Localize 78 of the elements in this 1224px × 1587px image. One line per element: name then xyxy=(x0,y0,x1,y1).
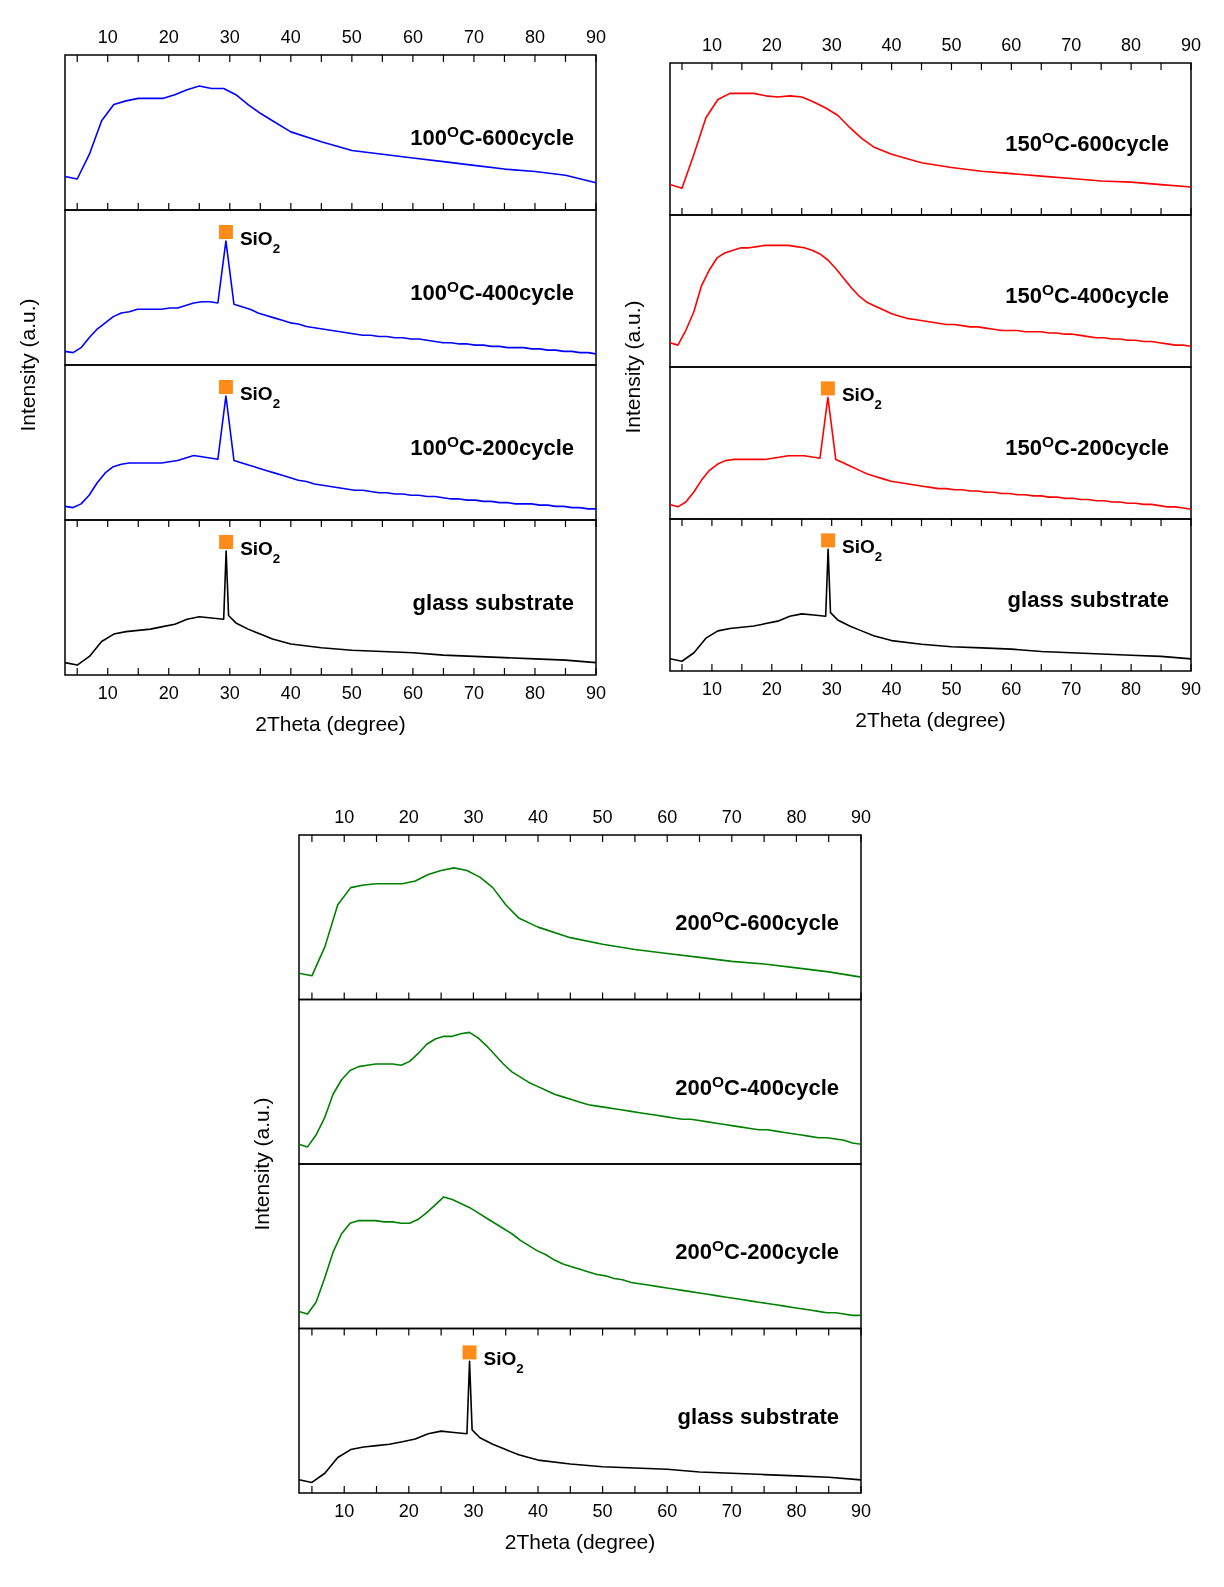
x-tick-label: 60 xyxy=(1001,35,1022,55)
x-tick-label: 20 xyxy=(398,807,419,827)
x-tick-label: 50 xyxy=(592,1501,613,1521)
x-tick-label: 50 xyxy=(341,683,362,703)
x-tick-label: 70 xyxy=(1061,679,1082,699)
x-tick-label: 80 xyxy=(786,1501,807,1521)
x-tick-label: 30 xyxy=(219,27,240,47)
series-label: 200$^{O}$C-400cycle xyxy=(675,1072,839,1100)
x-tick-label: 10 xyxy=(97,683,118,703)
x-tick-label: 30 xyxy=(463,1501,484,1521)
x-tick-label: 90 xyxy=(585,683,607,703)
x-tick-label: 50 xyxy=(341,27,362,47)
x-tick-label: 80 xyxy=(524,683,545,703)
x-tick-label: 20 xyxy=(158,683,179,703)
x-tick-label: 70 xyxy=(1061,35,1082,55)
y-axis-title: Intensity (a.u.) xyxy=(250,1097,273,1231)
x-tick-label: 30 xyxy=(821,679,842,699)
x-tick-label: 90 xyxy=(585,27,607,47)
x-tick-label: 70 xyxy=(463,27,484,47)
series-label: glass substrate xyxy=(412,589,574,615)
series-label: glass substrate xyxy=(677,1403,839,1429)
x-tick-label: 80 xyxy=(786,807,807,827)
x-tick-label: 80 xyxy=(1121,35,1142,55)
x-tick-label: 60 xyxy=(402,683,423,703)
x-tick-label: 30 xyxy=(821,35,842,55)
x-tick-label: 80 xyxy=(524,27,545,47)
series-label: 200$^{O}$C-600cycle xyxy=(675,907,839,936)
series-label: glass substrate xyxy=(1007,587,1169,613)
x-tick-label: 70 xyxy=(463,683,484,703)
x-tick-label: 10 xyxy=(334,807,355,827)
x-tick-label: 90 xyxy=(1180,35,1202,55)
annotation: SiO$_{2}$ xyxy=(239,383,281,411)
x-tick-label: 20 xyxy=(761,679,782,699)
x-tick-label: 10 xyxy=(701,35,722,55)
x-tick-label: 60 xyxy=(1001,679,1022,699)
series-label: 100$^{O}$C-400cycle xyxy=(410,277,574,305)
y-axis-title: Intensity (a.u.) xyxy=(621,300,644,434)
x-tick-label: 60 xyxy=(657,1501,678,1521)
x-tick-label: 60 xyxy=(657,807,678,827)
x-tick-label: 20 xyxy=(158,27,179,47)
series-label: 200$^{O}$C-200cycle xyxy=(675,1236,839,1265)
x-tick-label: 80 xyxy=(1121,679,1142,699)
x-tick-label: 10 xyxy=(701,679,722,699)
x-tick-label: 40 xyxy=(528,1501,549,1521)
x-tick-label: 90 xyxy=(1180,679,1202,699)
series-label: 150$^{O}$C-200cycle xyxy=(1005,432,1169,461)
x-tick-label: 10 xyxy=(97,27,118,47)
x-axis-title: 2Theta (degree) xyxy=(504,1530,656,1553)
x-tick-label: 60 xyxy=(402,27,423,47)
x-tick-label: 50 xyxy=(941,679,962,699)
x-tick-label: 70 xyxy=(721,1501,742,1521)
x-tick-label: 70 xyxy=(721,807,742,827)
x-tick-label: 90 xyxy=(850,807,872,827)
x-tick-label: 50 xyxy=(592,807,613,827)
annotation: SiO$_{2}$ xyxy=(483,1348,524,1376)
x-tick-label: 90 xyxy=(850,1501,872,1521)
x-tick-label: 10 xyxy=(334,1501,355,1521)
series-label: 100$^{O}$C-600cycle xyxy=(410,122,574,150)
x-tick-label: 20 xyxy=(761,35,782,55)
x-tick-label: 20 xyxy=(398,1501,419,1521)
annotation: SiO$_{2}$ xyxy=(841,384,883,412)
annotation: SiO$_{2}$ xyxy=(240,538,281,566)
x-tick-label: 40 xyxy=(280,27,301,47)
x-tick-label: 40 xyxy=(528,807,549,827)
x-tick-label: 40 xyxy=(280,683,301,703)
x-tick-label: 40 xyxy=(881,35,902,55)
x-tick-label: 30 xyxy=(463,807,484,827)
x-tick-label: 50 xyxy=(941,35,962,55)
x-axis-title: 2Theta (degree) xyxy=(855,708,1006,731)
series-label: 150$^{O}$C-600cycle xyxy=(1005,128,1169,157)
series-label: 150$^{O}$C-400cycle xyxy=(1005,280,1169,309)
x-tick-label: 30 xyxy=(219,683,240,703)
annotation: SiO$_{2}$ xyxy=(239,228,281,256)
annotation: SiO$_{2}$ xyxy=(842,536,883,564)
series-label: 100$^{O}$C-200cycle xyxy=(410,432,574,460)
x-tick-label: 40 xyxy=(881,679,902,699)
x-axis-title: 2Theta (degree) xyxy=(255,712,406,735)
y-axis-title: Intensity (a.u.) xyxy=(16,298,39,432)
